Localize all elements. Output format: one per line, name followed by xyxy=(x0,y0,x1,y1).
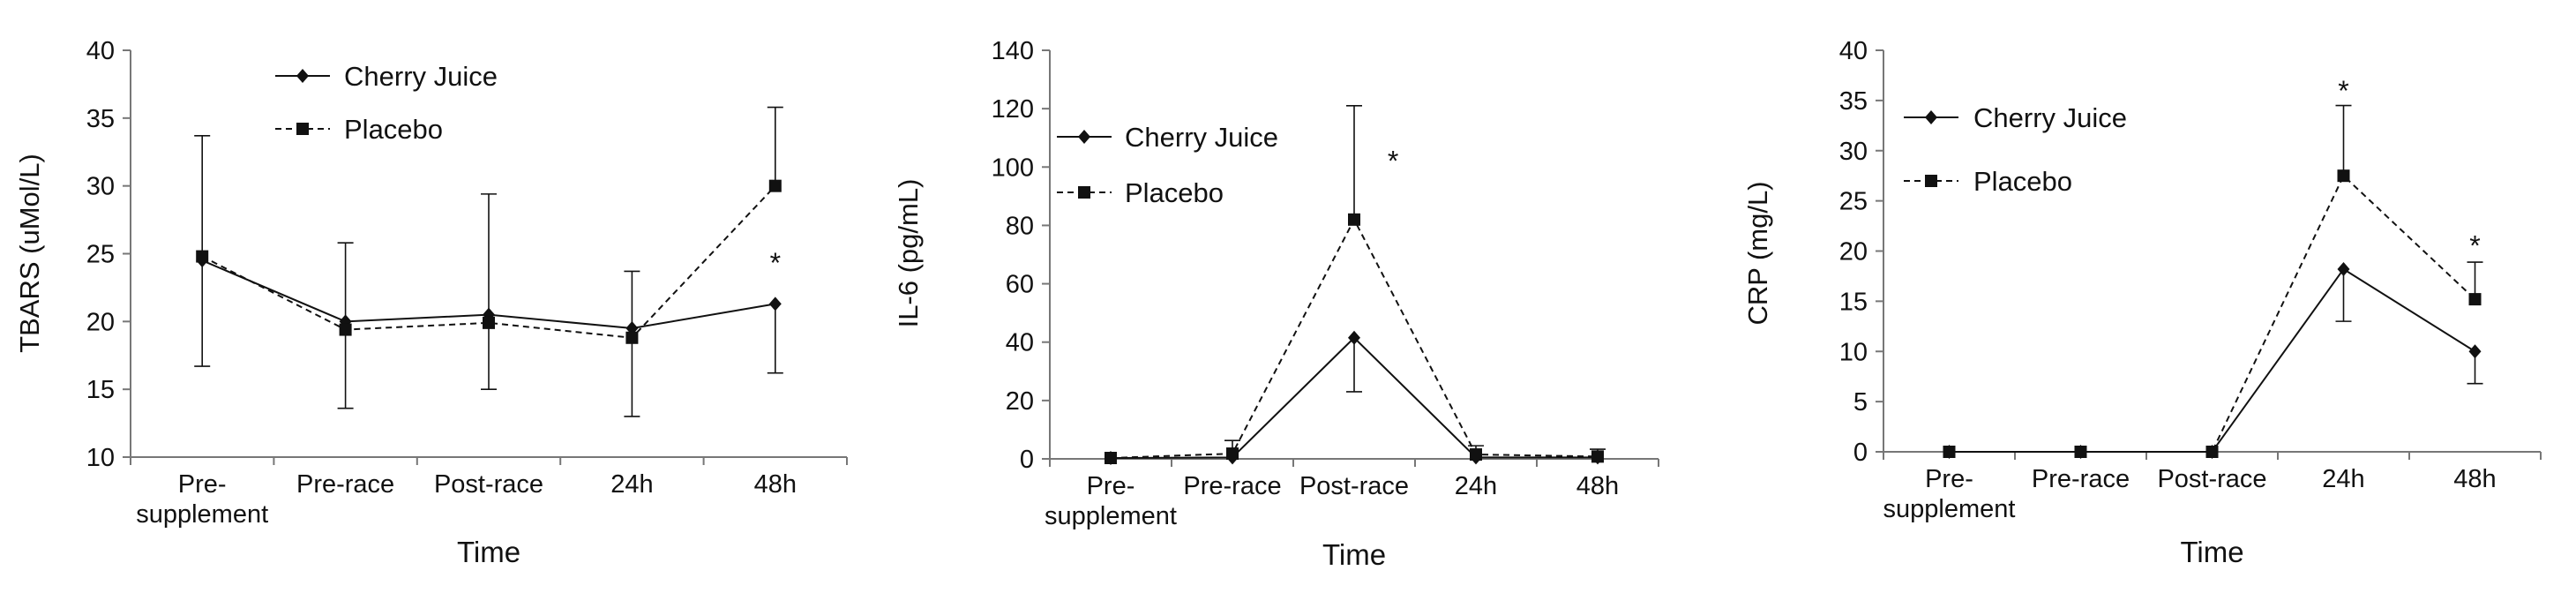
data-point-square xyxy=(625,331,639,344)
y-tick-label: 35 xyxy=(86,105,115,133)
significance-marker: * xyxy=(1388,145,1398,176)
legend: Cherry Juice Placebo xyxy=(275,61,498,145)
data-point-square xyxy=(483,316,495,329)
x-tick-label: Pre-race xyxy=(1183,472,1281,500)
x-tick-label: 24h xyxy=(2322,465,2364,493)
y-tick-label: 0 xyxy=(1020,446,1034,474)
y-tick-label: 40 xyxy=(1006,329,1034,357)
y-tick-label: 100 xyxy=(992,154,1034,182)
data-point-diamond xyxy=(2468,344,2482,359)
data-point-square xyxy=(1591,450,1604,463)
y-tick-label: 20 xyxy=(1006,387,1034,416)
y-tick-label: 25 xyxy=(86,241,115,269)
data-point-square xyxy=(2468,293,2482,306)
series-placebo xyxy=(194,106,783,417)
y-tick-label: 20 xyxy=(1839,238,1868,266)
y-tick-label: 15 xyxy=(86,376,115,404)
y-tick-label: 10 xyxy=(1839,338,1868,366)
x-tick-label: supplement xyxy=(1045,502,1177,530)
data-point-diamond xyxy=(2337,261,2350,276)
y-axis-title: CRP (mg/L) xyxy=(1742,181,1773,325)
series-line xyxy=(201,184,776,339)
data-point-square xyxy=(1105,452,1117,465)
data-point-square xyxy=(768,179,782,192)
x-tick-label: Pre- xyxy=(1925,465,1973,493)
data-point-square xyxy=(1470,448,1482,462)
y-tick-label: 30 xyxy=(1839,138,1868,166)
legend-label: Placebo xyxy=(344,114,443,145)
x-axis-title: Time xyxy=(1322,538,1386,571)
data-point-square xyxy=(1348,213,1360,226)
x-tick-label: Post-race xyxy=(1299,472,1409,500)
data-point-square xyxy=(2074,446,2087,458)
x-tick-label: 24h xyxy=(1455,472,1497,500)
series-line xyxy=(1949,174,2476,453)
series-cherry-juice xyxy=(1943,261,2483,459)
x-tick-label: Pre-race xyxy=(2032,465,2130,493)
significance-marker: * xyxy=(2338,75,2348,107)
chart-panel-1: 10 15 20 25 30 35 40 Pre-supplement Pre-race Post… xyxy=(14,37,848,568)
y-tick-label: 5 xyxy=(1853,388,1868,417)
x-tick-label: 24h xyxy=(610,470,653,499)
y-tick-label: 30 xyxy=(86,173,115,201)
legend-marker-square xyxy=(1925,175,1937,187)
data-point-diamond xyxy=(768,296,782,312)
legend: Cherry Juice Placebo xyxy=(1904,102,2127,197)
y-axis-title: IL-6 (pg/mL) xyxy=(893,179,924,328)
y-tick-label: 140 xyxy=(992,37,1034,65)
significance-marker: * xyxy=(2469,229,2480,261)
legend-label: Cherry Juice xyxy=(1125,122,1278,153)
y-tick-label: 15 xyxy=(1839,288,1868,316)
x-tick-label: 48h xyxy=(754,470,797,499)
legend-label: Cherry Juice xyxy=(344,61,498,92)
legend: Cherry Juice Placebo xyxy=(1057,122,1278,208)
data-point-square xyxy=(2337,169,2350,183)
legend-label: Placebo xyxy=(1973,166,2072,197)
y-tick-label: 20 xyxy=(86,308,115,336)
y-tick-label: 35 xyxy=(1839,87,1868,116)
legend-marker-square xyxy=(296,123,309,135)
legend-marker-square xyxy=(1078,186,1090,199)
x-tick-label: Post-race xyxy=(434,470,543,499)
y-tick-label: 120 xyxy=(992,95,1034,124)
y-tick-label: 40 xyxy=(1839,37,1868,65)
series-line xyxy=(1949,267,2476,453)
x-axis-title: Time xyxy=(2180,536,2243,568)
legend-marker-diamond xyxy=(1925,110,1937,124)
data-point-square xyxy=(1943,446,1956,458)
legend-label: Placebo xyxy=(1125,177,1224,208)
y-tick-label: 25 xyxy=(1839,188,1868,216)
x-tick-label: 48h xyxy=(2453,465,2496,493)
x-tick-label: supplement xyxy=(136,500,268,529)
x-tick-label: Pre- xyxy=(178,470,227,499)
x-tick-label: Pre- xyxy=(1087,472,1135,500)
x-tick-label: 48h xyxy=(1576,472,1619,500)
y-tick-label: 40 xyxy=(86,37,115,65)
y-tick-label: 80 xyxy=(1006,212,1034,240)
y-axis-title: TBARS (uMol/L) xyxy=(14,154,45,353)
chart-panel-3: 0 5 10 15 20 25 30 35 40 Pre-supplement Pre-race Po… xyxy=(1742,37,2542,568)
x-tick-label: Post-race xyxy=(2157,465,2266,493)
significance-marker: * xyxy=(770,247,781,279)
series-placebo xyxy=(1105,105,1606,465)
x-axis-title: Time xyxy=(457,536,520,568)
data-point-square xyxy=(2205,446,2219,458)
y-tick-label: 0 xyxy=(1853,439,1868,467)
series-cherry-juice xyxy=(1105,330,1604,466)
y-tick-label: 10 xyxy=(86,444,115,472)
y-tick-label: 60 xyxy=(1006,271,1034,299)
series-placebo xyxy=(1943,104,2483,458)
x-tick-label: supplement xyxy=(1883,495,2016,523)
legend-marker-diamond xyxy=(1078,130,1090,144)
x-tick-label: Pre-race xyxy=(296,470,394,499)
data-point-square xyxy=(339,323,352,336)
data-point-square xyxy=(196,250,209,263)
chart-panel-2: 0 20 40 60 80 100 120 140 Pre-supplementPre-race… xyxy=(893,37,1659,571)
data-point-square xyxy=(1226,447,1239,461)
data-point-diamond xyxy=(1348,330,1360,345)
legend-marker-diamond xyxy=(296,69,309,83)
legend-label: Cherry Juice xyxy=(1973,102,2127,133)
